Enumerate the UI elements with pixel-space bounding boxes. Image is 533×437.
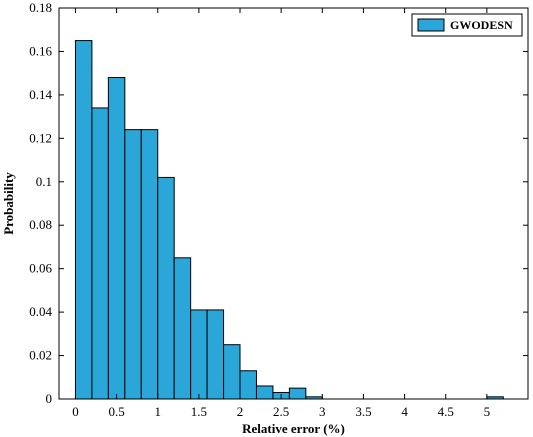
y-axis-label: Probability [1,172,16,235]
histogram-bar [239,370,257,400]
x-tick-label: 5 [484,404,491,419]
histogram-bar [223,344,241,400]
histogram-bar [173,257,192,400]
histogram-bar [140,129,159,400]
x-tick-label: 4.5 [438,404,454,419]
y-tick-label: 0.16 [29,43,52,58]
y-tick-label: 0.18 [29,0,52,15]
histogram-bar [91,107,109,400]
x-tick-label: 3.5 [355,404,371,419]
y-tick-label: 0.12 [29,130,52,145]
axes-frame [58,7,529,400]
y-tick-label: 0 [46,391,53,406]
histogram-bar [190,309,208,400]
y-tick-label: 0.06 [29,261,52,276]
histogram-bar [206,309,225,400]
legend-label: GWODESN [450,18,513,32]
legend-swatch [417,18,445,32]
histogram-bar [288,387,307,400]
legend: GWODESN [411,13,523,37]
y-tick-label: 0.08 [29,217,52,232]
histogram-bar [107,77,126,400]
bars-group [74,40,504,400]
y-axis-ticks: 0 0.02 0.04 0.06 0.08 0.1 0.12 0.14 0.16 0.18 [29,0,528,406]
y-tick-label: 0.1 [36,174,52,189]
x-tick-label: 0 [72,404,79,419]
x-axis-label: Relative error (%) [242,421,345,436]
y-tick-label: 0.02 [29,348,52,363]
x-tick-label: 0.5 [108,404,124,419]
x-axis-ticks: 0 0.5 1 1.5 2 2.5 3 3.5 4 4.5 5 [72,8,490,419]
histogram-bar [74,40,93,400]
histogram-bar [157,176,175,400]
histogram-bar [124,129,142,400]
x-tick-label: 3 [319,404,326,419]
x-tick-label: 1 [154,404,161,419]
x-tick-label: 4 [401,404,408,419]
x-tick-label: 1.5 [191,404,207,419]
x-tick-label: 2 [237,404,244,419]
histogram-bar [255,385,274,400]
y-tick-label: 0.14 [29,87,52,102]
x-tick-label: 2.5 [273,404,289,419]
y-tick-label: 0.04 [29,304,52,319]
